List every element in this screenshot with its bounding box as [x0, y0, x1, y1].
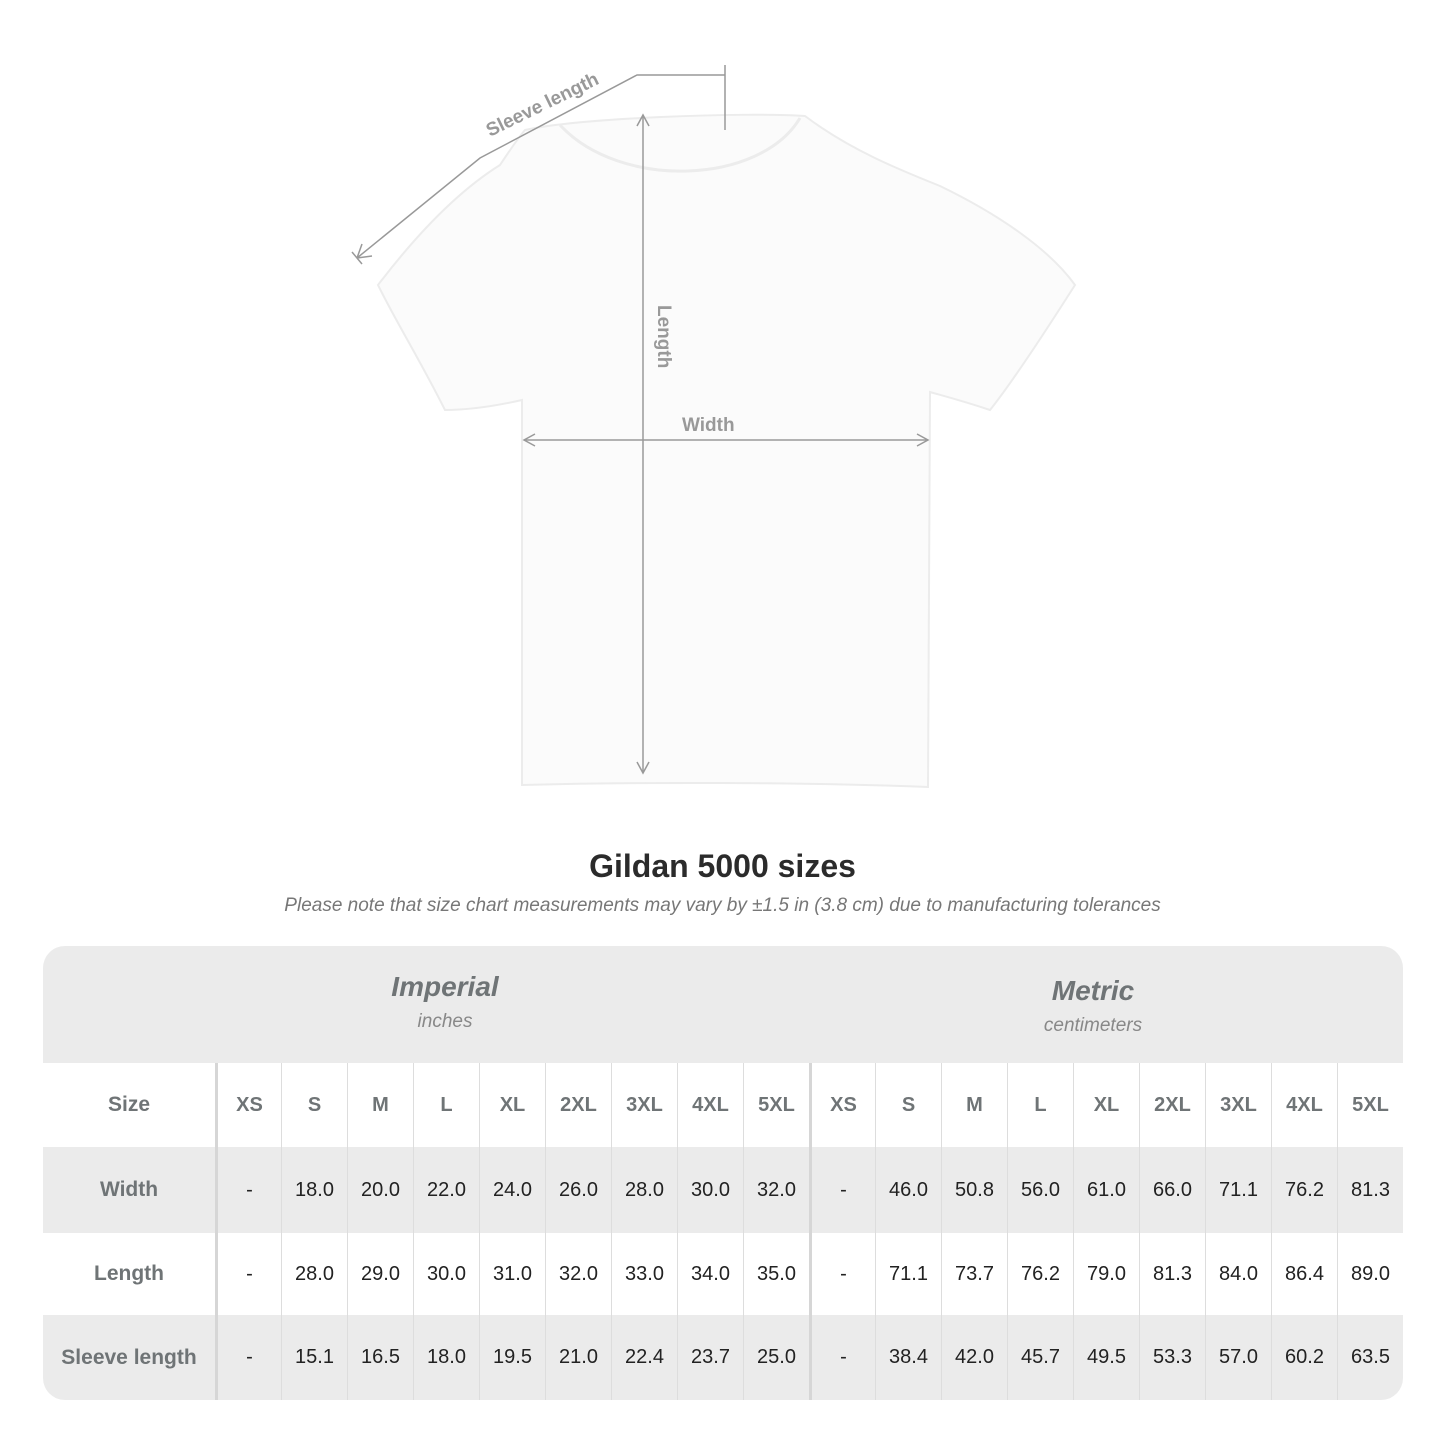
width-label: Width	[682, 415, 735, 436]
metric-value: 73.7	[941, 1233, 1007, 1315]
imperial-value: 19.5	[479, 1315, 545, 1400]
table-row: Sleeve length -15.1 16.5 18.0 19.5 21.0 22.4 23…	[43, 1315, 1403, 1400]
size-column-header: XL	[479, 1063, 545, 1147]
imperial-value: -	[215, 1233, 281, 1315]
imperial-value: 28.0	[281, 1233, 347, 1315]
metric-value: 46.0	[875, 1147, 941, 1233]
imperial-value: 31.0	[479, 1233, 545, 1315]
imperial-value: 26.0	[545, 1147, 611, 1233]
size-column-header: M	[941, 1063, 1007, 1147]
imperial-value: 20.0	[347, 1147, 413, 1233]
metric-value: 45.7	[1007, 1315, 1073, 1400]
imperial-value: 18.0	[413, 1315, 479, 1400]
size-column-header: 4XL	[1271, 1063, 1337, 1147]
metric-value: 79.0	[1073, 1233, 1139, 1315]
size-column-header: 4XL	[677, 1063, 743, 1147]
row-label: Length	[94, 1262, 164, 1285]
imperial-value: 34.0	[677, 1233, 743, 1315]
imperial-value: 16.5	[347, 1315, 413, 1400]
imperial-value: 35.0	[743, 1233, 809, 1315]
size-column-header: 2XL	[545, 1063, 611, 1147]
imperial-value: 33.0	[611, 1233, 677, 1315]
size-header-label: Size	[107, 1093, 151, 1116]
system-header-band	[43, 946, 1403, 1063]
imperial-value: 29.0	[347, 1233, 413, 1315]
metric-value: 71.1	[875, 1233, 941, 1315]
imperial-value: 23.7	[677, 1315, 743, 1400]
metric-header: Metric centimeters	[796, 946, 1390, 1063]
imperial-value: 30.0	[677, 1147, 743, 1233]
size-column-header: XL	[1073, 1063, 1139, 1147]
imperial-value: 21.0	[545, 1315, 611, 1400]
metric-unit: centimeters	[1043, 1015, 1143, 1036]
imperial-value: 28.0	[611, 1147, 677, 1233]
imperial-title: Imperial	[391, 971, 499, 1002]
tolerance-note: Please note that size chart measurements…	[284, 895, 1161, 916]
metric-value: -	[809, 1233, 875, 1315]
page-title: Gildan 5000 sizes	[589, 848, 856, 884]
metric-value: 66.0	[1139, 1147, 1205, 1233]
imperial-value: 18.0	[281, 1147, 347, 1233]
tshirt-image	[376, 113, 1077, 789]
metric-value: 53.3	[1139, 1315, 1205, 1400]
metric-value: 42.0	[941, 1315, 1007, 1400]
metric-value: 50.8	[941, 1147, 1007, 1233]
imperial-unit: inches	[417, 1011, 473, 1032]
imperial-value: 32.0	[743, 1147, 809, 1233]
row-label: Sleeve length	[61, 1345, 197, 1369]
metric-value: 56.0	[1007, 1147, 1073, 1233]
size-column-header: 3XL	[611, 1063, 677, 1147]
metric-value: 84.0	[1205, 1233, 1271, 1315]
size-table: Imperial inches Metric centimeters Size X…	[43, 946, 1403, 1400]
imperial-value: -	[215, 1315, 281, 1400]
size-column-header: S	[875, 1063, 941, 1147]
metric-value: 89.0	[1337, 1233, 1403, 1315]
imperial-value: 22.0	[413, 1147, 479, 1233]
metric-value: 86.4	[1271, 1233, 1337, 1315]
size-header-row: Size XS S M L XL 2XL 3XL 4XL 5XL XS S M L XL 2XL 3XL 4XL 5…	[43, 1063, 1403, 1147]
metric-value: 63.5	[1337, 1315, 1403, 1400]
metric-value: 60.2	[1271, 1315, 1337, 1400]
metric-value: 49.5	[1073, 1315, 1139, 1400]
metric-title: Metric	[1051, 975, 1135, 1006]
size-column-header: XS	[215, 1063, 281, 1147]
imperial-header: Imperial inches	[148, 946, 742, 1063]
metric-value: 76.2	[1007, 1233, 1073, 1315]
metric-value: -	[809, 1315, 875, 1400]
length-label: Length	[653, 305, 674, 368]
size-column-header: L	[1007, 1063, 1073, 1147]
size-column-header: 3XL	[1205, 1063, 1271, 1147]
imperial-value: 15.1	[281, 1315, 347, 1400]
imperial-value: 32.0	[545, 1233, 611, 1315]
metric-value: 38.4	[875, 1315, 941, 1400]
metric-value: 57.0	[1205, 1315, 1271, 1400]
size-column-header: 5XL	[743, 1063, 809, 1147]
size-column-header: XS	[809, 1063, 875, 1147]
imperial-value: -	[215, 1147, 281, 1233]
size-column-header: 5XL	[1337, 1063, 1403, 1147]
metric-value: 61.0	[1073, 1147, 1139, 1233]
size-column-header: 2XL	[1139, 1063, 1205, 1147]
tshirt-measurement-diagram: Sleeve length Length Width	[351, 65, 1077, 789]
imperial-value: 25.0	[743, 1315, 809, 1400]
sleeve-measure-line	[356, 74, 725, 259]
size-column-header: S	[281, 1063, 347, 1147]
imperial-value: 30.0	[413, 1233, 479, 1315]
metric-value: 81.3	[1337, 1147, 1403, 1233]
table-row: Width -18.0 20.0 22.0 24.0 26.0 28.0 30.0 32.0-4…	[43, 1147, 1403, 1233]
size-column-header: L	[413, 1063, 479, 1147]
size-column-header: M	[347, 1063, 413, 1147]
row-label: Width	[99, 1178, 159, 1201]
imperial-value: 24.0	[479, 1147, 545, 1233]
metric-value: 71.1	[1205, 1147, 1271, 1233]
metric-value: 81.3	[1139, 1233, 1205, 1315]
table-row: Length -28.0 29.0 30.0 31.0 32.0 33.0 34.0 35.0-…	[43, 1233, 1403, 1315]
metric-value: -	[809, 1147, 875, 1233]
imperial-value: 22.4	[611, 1315, 677, 1400]
metric-value: 76.2	[1271, 1147, 1337, 1233]
